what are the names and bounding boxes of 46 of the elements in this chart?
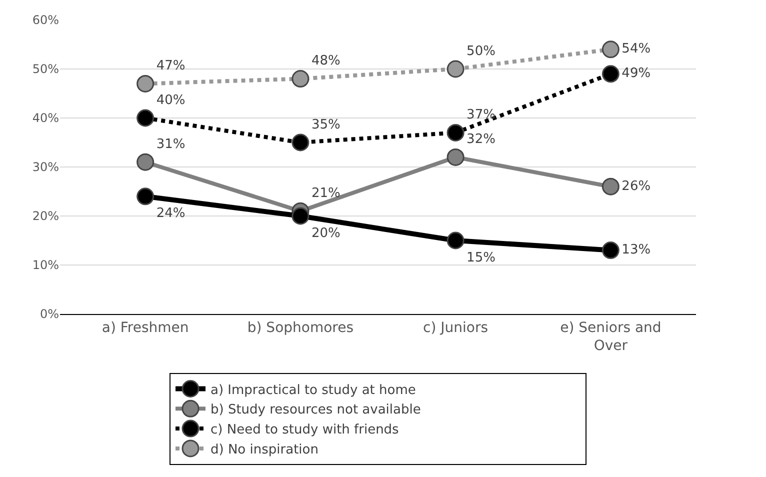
legend-label: c) Need to study with friends bbox=[210, 422, 400, 438]
point bbox=[446, 232, 464, 250]
point bbox=[292, 134, 310, 152]
y-tick-label: 20% bbox=[32, 209, 59, 224]
text: 24% bbox=[156, 206, 186, 222]
point bbox=[136, 109, 154, 127]
point bbox=[292, 207, 310, 225]
text: 54% bbox=[622, 42, 651, 57]
legend-label: a) Impractical to study at home bbox=[210, 382, 416, 398]
text: 21% bbox=[311, 186, 340, 201]
text: 15% bbox=[466, 250, 496, 266]
point bbox=[602, 178, 620, 196]
y-tick-label: 60% bbox=[32, 13, 59, 28]
y-tick-label: 0% bbox=[40, 307, 59, 322]
y-tick-label: 40% bbox=[32, 111, 59, 126]
point bbox=[602, 40, 620, 58]
point bbox=[136, 188, 154, 206]
point bbox=[446, 60, 464, 78]
text: 50% bbox=[466, 44, 496, 59]
point bbox=[136, 74, 154, 92]
point bbox=[602, 65, 620, 83]
point bbox=[602, 242, 620, 260]
text: 35% bbox=[311, 117, 340, 132]
text: 47% bbox=[156, 58, 186, 74]
x-tick-label: c) Juniors bbox=[423, 320, 488, 336]
text: 49% bbox=[622, 66, 651, 82]
x-tick-label: a) Freshmen bbox=[102, 320, 189, 336]
point bbox=[136, 153, 154, 171]
text: 40% bbox=[156, 92, 186, 108]
text: 48% bbox=[311, 54, 340, 69]
y-tick-label: 30% bbox=[32, 160, 59, 174]
text: 26% bbox=[622, 178, 651, 194]
point bbox=[446, 124, 464, 142]
text: 37% bbox=[466, 107, 496, 122]
legend-label: d) No inspiration bbox=[210, 442, 318, 458]
point bbox=[446, 148, 464, 166]
y-tick-label: 10% bbox=[32, 258, 59, 272]
text: 13% bbox=[622, 242, 651, 258]
text: 31% bbox=[156, 136, 186, 152]
text: 32% bbox=[466, 132, 496, 147]
x-tick-label: e) Seniors and Over bbox=[560, 320, 662, 354]
y-tick-label: 50% bbox=[32, 62, 59, 76]
point bbox=[292, 70, 310, 88]
x-tick-label: b) Sophomores bbox=[247, 320, 354, 336]
text: 20% bbox=[311, 226, 340, 241]
legend-label: b) Study resources not available bbox=[210, 402, 421, 418]
